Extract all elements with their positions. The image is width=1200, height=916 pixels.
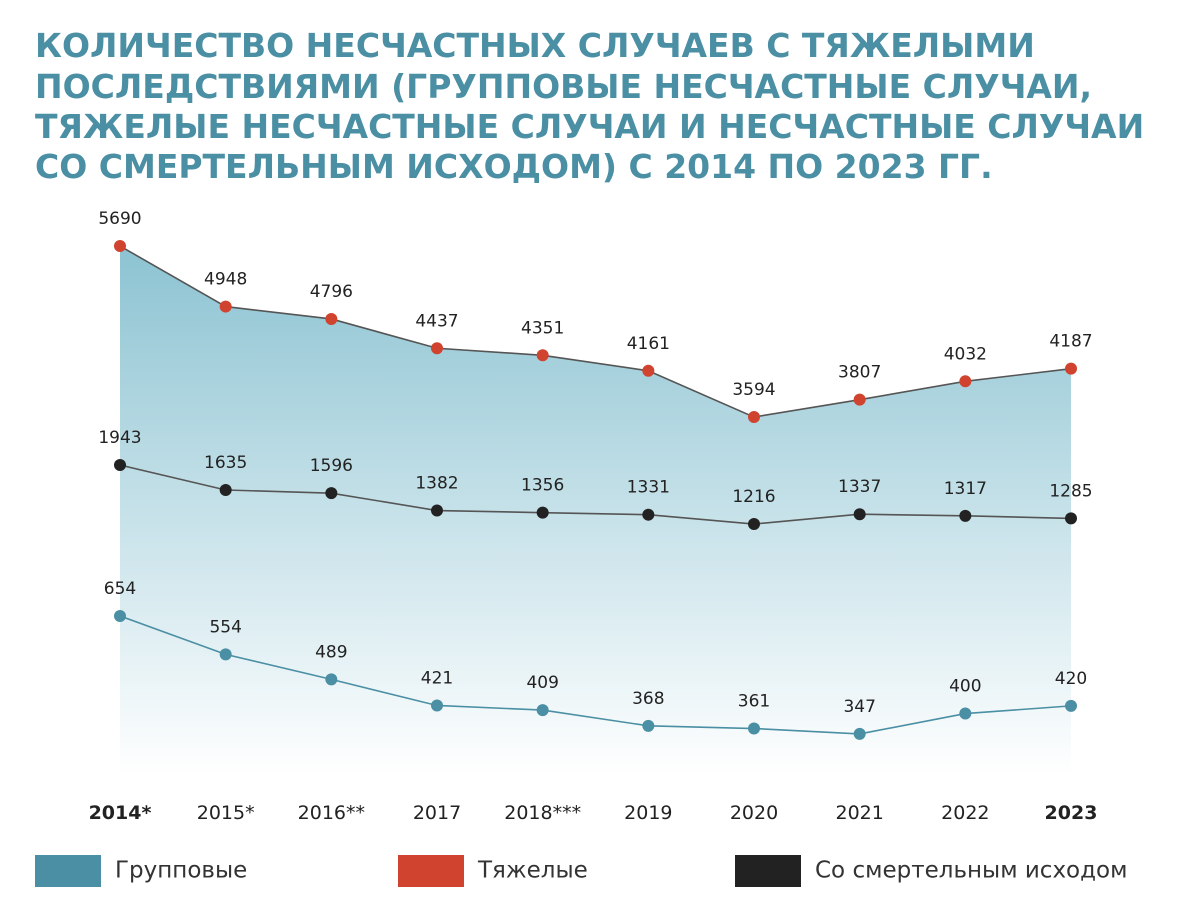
legend-label: Тяжелые [477,858,588,884]
data-point [325,487,338,500]
data-label: 1216 [732,487,775,507]
data-point [748,411,760,424]
data-label: 1635 [204,453,247,473]
data-point [642,508,655,521]
title-line: СО СМЕРТЕЛЬНЫМ ИСХОДОМ) С 2014 ПО 2023 Г… [35,147,993,186]
x-tick-label: 2016** [298,802,365,824]
x-tick-label: 2020 [730,802,778,824]
data-label: 4437 [415,311,458,331]
data-point [853,393,866,406]
data-point [325,312,338,325]
data-label: 1596 [310,456,353,476]
data-label: 347 [843,697,875,717]
title-line: КОЛИЧЕСТВО НЕСЧАСТНЫХ СЛУЧАЕВ С ТЯЖЕЛЫМИ [35,26,1035,65]
data-label: 4351 [521,318,564,338]
data-point [748,722,760,735]
data-point [1065,699,1077,712]
data-label: 361 [738,692,770,712]
data-point [536,704,549,717]
data-label: 1331 [627,478,670,498]
data-point [853,727,866,740]
data-point [536,506,549,519]
data-point [748,518,760,531]
data-label: 4796 [310,282,353,302]
data-label: 4187 [1049,332,1092,352]
series-line [119,615,1072,735]
data-point [853,508,866,521]
data-label: 5690 [98,209,141,229]
title: КОЛИЧЕСТВО НЕСЧАСТНЫХ СЛУЧАЕВ С ТЯЖЕЛЫМИ… [35,26,1144,186]
data-label: 1943 [98,428,141,448]
data-label: 1337 [838,477,881,497]
area [120,246,1071,776]
data-label: 400 [949,677,981,697]
x-tick-label: 2015* [197,802,255,824]
x-tick-label: 2022 [941,802,989,824]
data-point [536,349,549,362]
x-tick-label: 2019 [624,802,672,824]
data-label: 1382 [415,474,458,494]
data-point [219,484,232,496]
data-label: 554 [209,617,241,637]
data-point [114,240,126,253]
data-label: 1317 [944,479,987,499]
data-point [1065,362,1077,375]
data-label: 4948 [204,270,247,290]
data-point [219,300,232,313]
legend-swatch [35,855,101,887]
data-label: 409 [526,673,558,693]
data-label: 489 [315,642,347,662]
data-label: 4161 [627,334,670,354]
data-label: 421 [421,668,453,688]
data-point [959,375,972,388]
data-point [1065,512,1077,525]
x-tick-label: 2023 [1045,802,1098,824]
series-line [119,464,1072,525]
data-label: 3594 [732,380,775,400]
data-point [642,364,655,377]
legend-label: Групповые [115,858,247,884]
data-label: 368 [632,689,664,709]
data-point [325,673,338,686]
data-label: 1356 [521,476,564,496]
legend-swatch [735,855,801,887]
data-point [431,699,443,712]
data-point [114,609,126,622]
x-tick-label: 2018*** [504,802,581,824]
data-label: 4032 [944,344,987,364]
series-line [119,245,1072,418]
data-label: 3807 [838,363,881,383]
title-line: ПОСЛЕДСТВИЯМИ (ГРУППОВЫЕ НЕСЧАСТНЫЕ СЛУЧ… [35,67,1092,106]
data-point [431,504,443,517]
data-label: 1285 [1049,481,1092,501]
data-point [642,719,655,732]
data-point [959,707,972,720]
data-label: 420 [1055,669,1087,689]
data-point [431,342,443,355]
data-point [219,648,232,661]
data-label: 654 [104,579,136,599]
x-tick-label: 2017 [413,802,461,824]
data-point [959,509,972,522]
title-line: ТЯЖЕЛЫЕ НЕСЧАСТНЫЕ СЛУЧАИ И НЕСЧАСТНЫЕ С… [35,107,1144,146]
legend-label: Со смертельным исходом [815,858,1127,884]
legend-swatch [398,855,464,887]
x-tick-label: 2021 [835,802,883,824]
x-tick-label: 2014* [89,802,152,824]
data-point [114,458,126,471]
